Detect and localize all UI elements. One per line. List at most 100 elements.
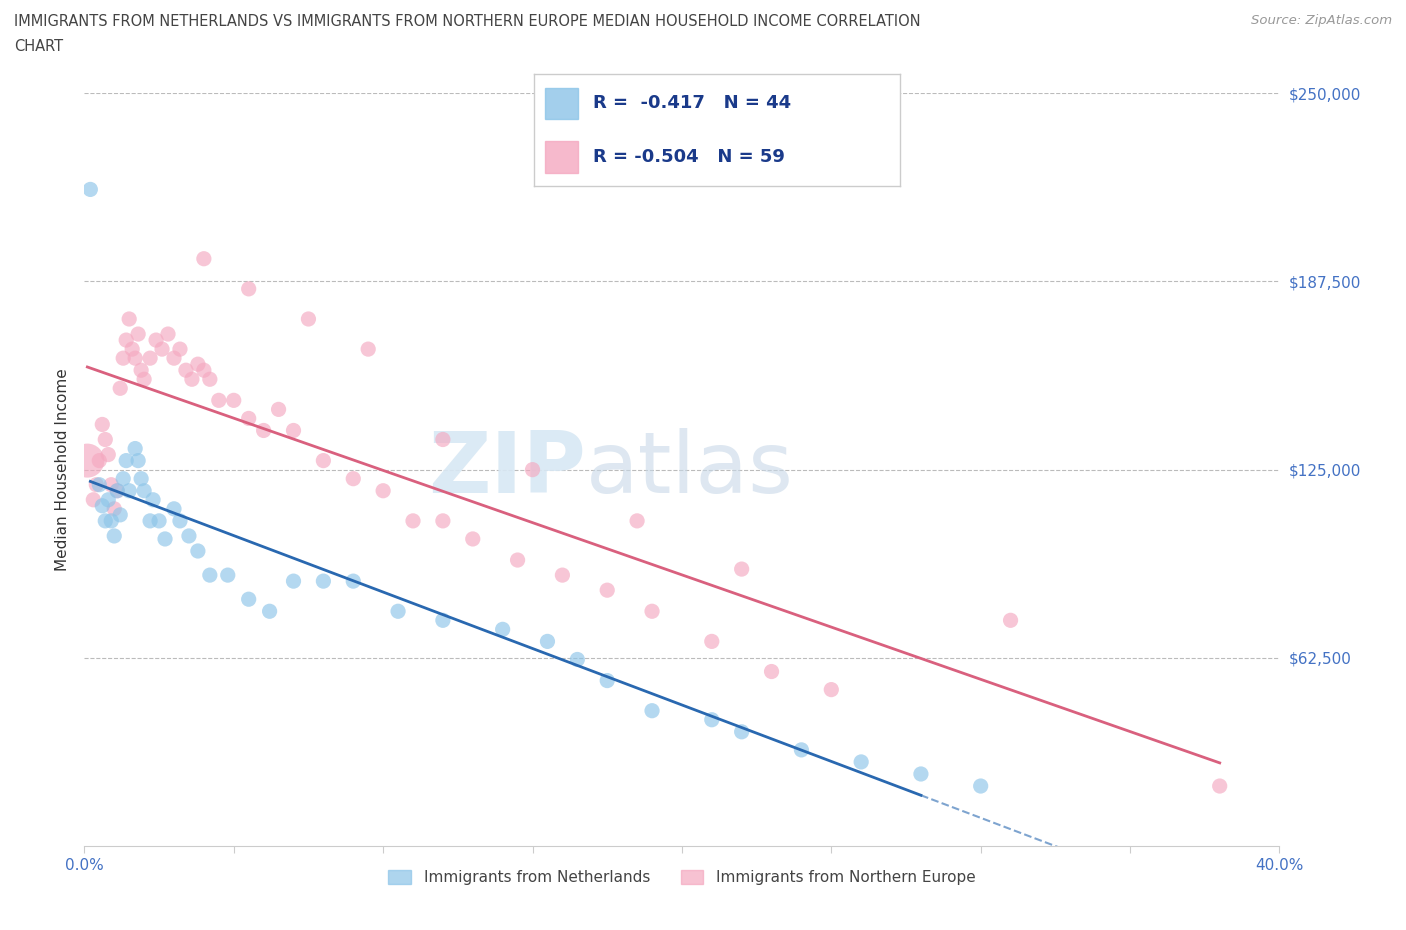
Point (641, 703, 664, 718)
Point (820, 683, 842, 698)
Point (402, 513, 425, 528)
Point (283, 574, 305, 589)
Point (142, 492, 165, 507)
Point (222, 392, 245, 407)
Point (124, 441, 146, 456)
Point (432, 432, 454, 447)
Point (132, 372, 156, 387)
Point (112, 351, 135, 365)
Point (94, 432, 117, 447)
Point (193, 251, 215, 266)
Point (97, 447, 120, 462)
Point (596, 673, 619, 688)
Point (283, 423, 305, 438)
Point (129, 472, 152, 486)
Point (132, 484, 156, 498)
Point (105, 484, 128, 498)
Point (700, 634, 723, 649)
Point (238, 411, 260, 426)
Point (700, 712, 723, 727)
Point (139, 351, 162, 365)
Text: CHART: CHART (14, 39, 63, 54)
Point (432, 513, 454, 528)
Point (1209, 778, 1232, 793)
Point (626, 513, 648, 528)
Text: R =  -0.417   N = 44: R = -0.417 N = 44 (593, 95, 792, 113)
Point (91, 417, 114, 432)
Text: atlas: atlas (586, 428, 794, 512)
Point (118, 484, 141, 498)
Bar (546, 87, 578, 119)
Point (181, 372, 204, 387)
Point (124, 351, 146, 365)
Point (115, 453, 138, 468)
Point (103, 528, 125, 543)
Point (89, 477, 111, 492)
Point (731, 724, 754, 739)
Point (193, 363, 215, 378)
Point (238, 591, 260, 606)
Point (342, 574, 364, 589)
Point (76, 453, 98, 468)
Point (387, 604, 409, 618)
Point (115, 333, 138, 348)
Point (567, 652, 589, 667)
Point (163, 351, 186, 365)
Point (110, 381, 132, 396)
Point (253, 423, 276, 438)
Point (536, 634, 558, 649)
Point (187, 357, 209, 372)
Point (91, 498, 114, 513)
Point (118, 312, 141, 326)
Point (121, 341, 143, 356)
Text: Source: ZipAtlas.com: Source: ZipAtlas.com (1251, 14, 1392, 27)
Point (100, 477, 122, 492)
Legend: Immigrants from Netherlands, Immigrants from Northern Europe: Immigrants from Netherlands, Immigrants … (382, 864, 981, 891)
Point (129, 363, 152, 378)
Point (851, 754, 873, 769)
Point (89, 453, 111, 468)
Point (169, 513, 191, 528)
Point (208, 392, 231, 407)
Text: ZIP: ZIP (429, 428, 586, 512)
Point (492, 622, 515, 637)
Point (790, 742, 813, 757)
Point (153, 532, 176, 547)
Point (100, 513, 122, 528)
Point (157, 326, 180, 341)
Point (551, 567, 574, 582)
Point (177, 528, 200, 543)
Y-axis label: Median Household Income: Median Household Income (55, 368, 70, 571)
Point (596, 583, 619, 598)
Point (198, 372, 221, 387)
Bar (546, 141, 578, 173)
Point (522, 462, 544, 477)
Point (187, 543, 209, 558)
Point (110, 508, 132, 523)
Point (357, 341, 380, 356)
Point (259, 604, 281, 618)
Point (169, 341, 191, 356)
Point (86, 477, 108, 492)
Point (112, 472, 135, 486)
Point (103, 501, 125, 516)
Point (1000, 613, 1022, 628)
Point (731, 562, 754, 577)
Point (506, 552, 529, 567)
Point (148, 513, 170, 528)
Point (312, 453, 335, 468)
Point (267, 402, 290, 417)
Point (94, 513, 117, 528)
Point (145, 333, 167, 348)
Point (432, 613, 454, 628)
Point (342, 472, 364, 486)
Point (461, 532, 484, 547)
Text: R = -0.504   N = 59: R = -0.504 N = 59 (593, 148, 785, 166)
Point (238, 282, 260, 297)
Point (139, 513, 162, 528)
Point (373, 484, 395, 498)
Point (641, 604, 664, 618)
Point (127, 326, 149, 341)
Point (174, 363, 197, 378)
Text: IMMIGRANTS FROM NETHERLANDS VS IMMIGRANTS FROM NORTHERN EUROPE MEDIAN HOUSEHOLD : IMMIGRANTS FROM NETHERLANDS VS IMMIGRANT… (14, 14, 921, 29)
